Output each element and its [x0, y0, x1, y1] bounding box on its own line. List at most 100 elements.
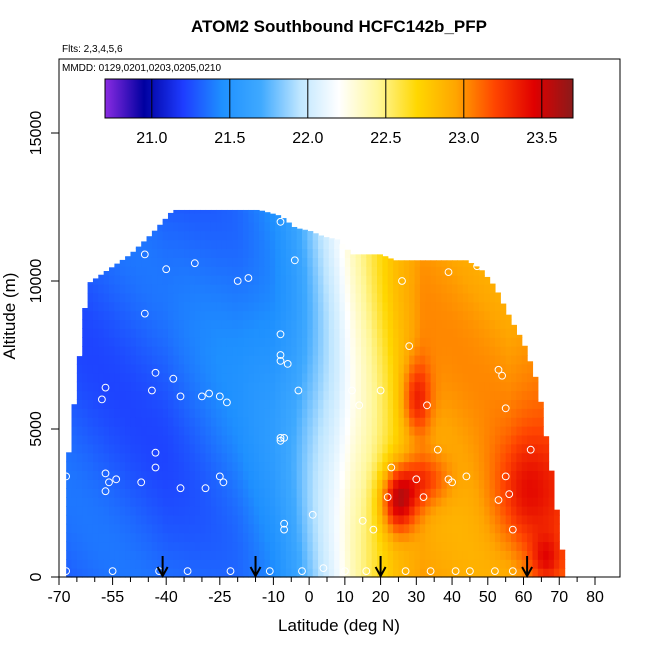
heat-cell — [189, 248, 196, 258]
heat-cell — [360, 461, 367, 472]
heat-cell — [71, 488, 78, 498]
heat-cell — [92, 372, 99, 383]
heat-cell — [537, 408, 544, 418]
heat-cell — [264, 408, 271, 418]
heat-cell — [87, 559, 94, 569]
heat-cell — [98, 319, 105, 329]
heat-cell — [114, 346, 121, 356]
heat-cell — [210, 301, 217, 312]
heat-cell — [167, 541, 174, 551]
heat-cell — [285, 426, 292, 436]
heat-cell — [505, 497, 512, 507]
heat-cell — [178, 257, 185, 267]
heat-cell — [253, 541, 260, 551]
heat-cell — [291, 550, 298, 560]
sample-point — [151, 368, 160, 377]
heat-cell — [221, 434, 228, 445]
heat-cell — [414, 426, 421, 436]
heat-cell — [323, 363, 330, 374]
heat-cell — [344, 514, 351, 525]
heat-cell — [66, 461, 73, 472]
heat-cell — [441, 461, 448, 472]
heat-cell — [114, 390, 121, 400]
heat-cell — [403, 452, 410, 463]
heat-cell — [194, 363, 201, 374]
heat-cell — [141, 559, 148, 569]
heat-cell — [119, 337, 126, 347]
heat-cell — [377, 257, 383, 267]
heat-cell — [194, 559, 201, 569]
heat-cell — [382, 559, 389, 569]
heat-cell — [92, 479, 99, 489]
heat-cell — [318, 310, 325, 321]
heat-cell — [269, 399, 276, 409]
heat-cell — [371, 532, 378, 543]
heat-cell — [157, 452, 164, 463]
heat-cell — [194, 381, 201, 392]
heat-cell — [339, 541, 346, 551]
heat-cell — [173, 337, 180, 347]
heat-cell — [312, 408, 319, 418]
heat-cell — [318, 523, 325, 534]
heat-cell — [173, 488, 180, 498]
heat-cell — [259, 497, 266, 507]
heat-cell — [151, 292, 158, 303]
heat-cell — [382, 541, 389, 551]
heat-cell — [516, 497, 523, 507]
heat-cell — [350, 417, 357, 427]
heat-cell — [264, 550, 271, 560]
heat-cell — [339, 470, 346, 480]
heat-cell — [76, 434, 83, 445]
heat-cell — [414, 479, 421, 489]
heat-cell — [494, 532, 501, 543]
heat-cell — [82, 541, 89, 551]
heat-cell — [237, 257, 244, 267]
heat-cell — [253, 390, 260, 400]
heat-cell — [398, 390, 405, 400]
heat-cell — [478, 310, 485, 321]
heat-cell — [312, 283, 319, 294]
heat-cell — [360, 559, 367, 569]
heat-cell — [173, 434, 180, 445]
heat-cell — [119, 381, 126, 392]
heat-cell — [559, 559, 566, 569]
heat-cell — [71, 550, 78, 560]
heat-cell — [114, 514, 121, 525]
heat-cell — [114, 470, 121, 480]
heat-cell — [210, 257, 217, 267]
heat-cell — [167, 381, 174, 392]
heat-cell — [511, 443, 517, 454]
heat-cell — [151, 328, 158, 338]
heat-cell — [280, 301, 287, 312]
heat-cell — [87, 550, 94, 560]
heat-cell — [382, 328, 389, 338]
heat-cell — [419, 363, 426, 374]
heat-cell — [178, 488, 185, 498]
heat-cell — [285, 532, 292, 543]
heat-cell — [226, 381, 233, 392]
heat-cell — [371, 514, 378, 525]
heat-cell — [457, 275, 464, 285]
heat-cell — [210, 209, 217, 214]
heat-cell — [157, 497, 164, 507]
heat-cell — [226, 239, 233, 250]
heat-cell — [114, 381, 121, 392]
heat-cell — [87, 514, 94, 525]
heat-cell — [360, 550, 367, 560]
heat-cell — [291, 470, 298, 480]
heat-cell — [489, 434, 496, 445]
heat-cell — [355, 319, 362, 329]
heat-cell — [339, 408, 346, 418]
heat-cell — [382, 568, 389, 578]
heat-cell — [446, 452, 453, 463]
heat-cell — [200, 266, 207, 276]
heat-cell — [457, 346, 464, 356]
heat-cell — [66, 505, 73, 516]
heat-cell — [419, 408, 426, 418]
heat-cell — [430, 301, 437, 312]
heat-cell — [205, 417, 212, 427]
heat-cell — [109, 275, 115, 285]
heat-cell — [98, 328, 105, 338]
heat-cell — [275, 550, 282, 560]
heat-cell — [253, 363, 260, 374]
